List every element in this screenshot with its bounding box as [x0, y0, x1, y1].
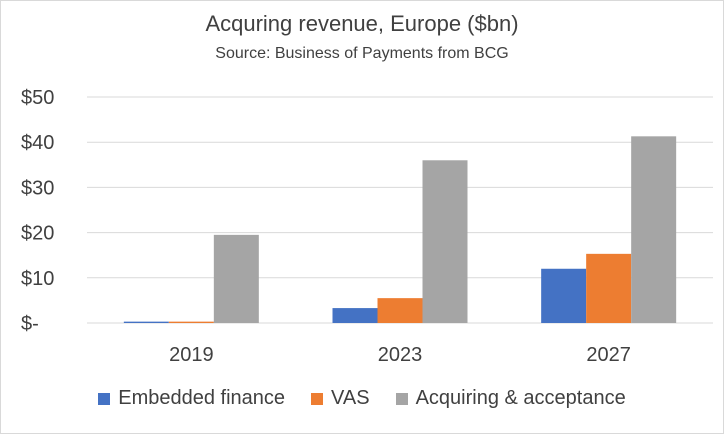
y-tick-label: $20	[21, 223, 54, 245]
bar-vas-2027	[586, 253, 632, 323]
legend-item-embedded-finance: Embedded finance	[98, 387, 285, 410]
chart-title: Acquring revenue, Europe ($bn)	[205, 11, 519, 36]
legend-label-acquiring-acceptance: Acquiring & acceptance	[415, 387, 626, 409]
bar-vas-2019	[168, 321, 214, 323]
x-tick-label: 2027	[586, 344, 631, 366]
bar-embedded-finance-2019	[123, 321, 169, 323]
legend-label-vas: VAS	[331, 387, 370, 409]
y-tick-label: $-	[21, 313, 39, 335]
bar-embedded-finance-2023	[332, 308, 378, 323]
bar-vas-2023	[377, 298, 423, 323]
y-tick-label: $30	[21, 177, 54, 199]
y-tick-label: $10	[21, 268, 54, 290]
chart-legend: Embedded finance VAS Acquiring & accepta…	[1, 387, 723, 410]
chart-subtitle: Source: Business of Payments from BCG	[215, 45, 509, 62]
legend-label-embedded-finance: Embedded finance	[118, 387, 286, 409]
bar-acquiring-acceptance-2019	[213, 234, 259, 323]
legend-swatch-embedded-finance	[98, 392, 111, 405]
legend-item-vas: VAS	[311, 387, 370, 410]
bar-embedded-finance-2027	[541, 268, 587, 323]
bar-acquiring-acceptance-2023	[422, 160, 468, 323]
legend-item-acquiring-acceptance: Acquiring & acceptance	[395, 387, 626, 410]
bar-acquiring-acceptance-2027	[631, 136, 677, 323]
x-tick-label: 2019	[169, 344, 214, 366]
legend-swatch-acquiring-acceptance	[395, 392, 408, 405]
legend-swatch-vas	[311, 392, 324, 405]
y-tick-label: $50	[21, 87, 54, 109]
x-tick-label: 2023	[378, 344, 423, 366]
y-tick-label: $40	[21, 132, 54, 154]
